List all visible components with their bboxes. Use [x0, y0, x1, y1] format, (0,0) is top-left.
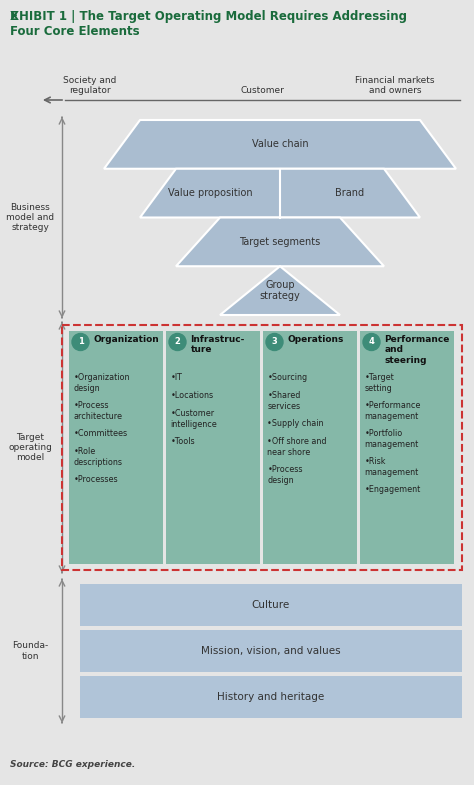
Text: 3: 3	[272, 338, 277, 346]
Text: Mission, vision, and values: Mission, vision, and values	[201, 646, 341, 656]
Text: Performance
and
steering: Performance and steering	[384, 335, 450, 365]
Bar	[361, 331, 455, 564]
Text: •Process
design: •Process design	[267, 465, 303, 485]
Text: Founda-
tion: Founda- tion	[12, 641, 48, 661]
Text: Customer: Customer	[241, 86, 284, 95]
Text: Business
model and
strategy: Business model and strategy	[6, 203, 54, 232]
Text: •Portfolio
management: •Portfolio management	[365, 429, 419, 449]
Text: •Locations: •Locations	[171, 391, 214, 400]
Bar	[166, 331, 261, 564]
Text: Culture: Culture	[252, 600, 290, 610]
Text: 1: 1	[78, 338, 83, 346]
Text: Target segments: Target segments	[239, 237, 320, 246]
Bar	[264, 331, 357, 564]
Text: Source: BCG experience.: Source: BCG experience.	[10, 760, 135, 769]
Text: XHIBIT 1 | The Target Operating Model Requires Addressing
Four Core Elements: XHIBIT 1 | The Target Operating Model Re…	[10, 10, 407, 38]
Text: History and heritage: History and heritage	[218, 692, 325, 702]
Circle shape	[72, 334, 89, 350]
Polygon shape	[104, 120, 456, 169]
Bar	[62, 325, 462, 570]
Bar	[0, 0, 474, 68]
Text: Group
strategy: Group strategy	[260, 279, 301, 301]
Bar	[80, 630, 462, 672]
Text: •Organization
design: •Organization design	[73, 373, 130, 393]
Text: Value proposition: Value proposition	[168, 188, 252, 198]
Bar	[80, 676, 462, 718]
Circle shape	[266, 334, 283, 350]
Text: Financial markets
and owners: Financial markets and owners	[355, 75, 435, 95]
Text: Value chain: Value chain	[252, 140, 308, 149]
Circle shape	[169, 334, 186, 350]
Text: •Target
setting: •Target setting	[365, 373, 394, 393]
Text: E: E	[10, 10, 18, 23]
Text: •IT: •IT	[171, 373, 182, 382]
Bar	[80, 584, 462, 626]
Text: Operations: Operations	[288, 335, 344, 344]
Text: •Off shore and
near shore: •Off shore and near shore	[267, 437, 327, 457]
Text: Society and
regulator: Society and regulator	[64, 75, 117, 95]
Polygon shape	[220, 266, 340, 315]
Text: Organization: Organization	[93, 335, 159, 344]
Text: •Engagement: •Engagement	[365, 485, 421, 494]
Text: 4: 4	[369, 338, 374, 346]
Text: •Risk
management: •Risk management	[365, 457, 419, 477]
Text: •Role
descriptions: •Role descriptions	[73, 447, 122, 467]
Text: •Tools: •Tools	[171, 437, 195, 446]
Text: •Sourcing: •Sourcing	[267, 373, 308, 382]
Polygon shape	[176, 217, 384, 266]
Text: Target
operating
model: Target operating model	[8, 433, 52, 462]
Circle shape	[363, 334, 380, 350]
Text: •Supply chain: •Supply chain	[267, 419, 324, 428]
Text: Brand: Brand	[336, 188, 365, 198]
Text: •Customer
intelligence: •Customer intelligence	[171, 409, 217, 429]
Polygon shape	[140, 169, 420, 217]
Text: •Performance
management: •Performance management	[365, 401, 421, 421]
Text: 2: 2	[174, 338, 181, 346]
Text: •Process
architecture: •Process architecture	[73, 401, 122, 421]
Text: •Processes: •Processes	[73, 475, 118, 484]
Bar	[70, 331, 164, 564]
Text: •Shared
services: •Shared services	[267, 391, 301, 411]
Text: Infrastruc-
ture: Infrastruc- ture	[191, 335, 245, 354]
Text: •Committees: •Committees	[73, 429, 128, 438]
